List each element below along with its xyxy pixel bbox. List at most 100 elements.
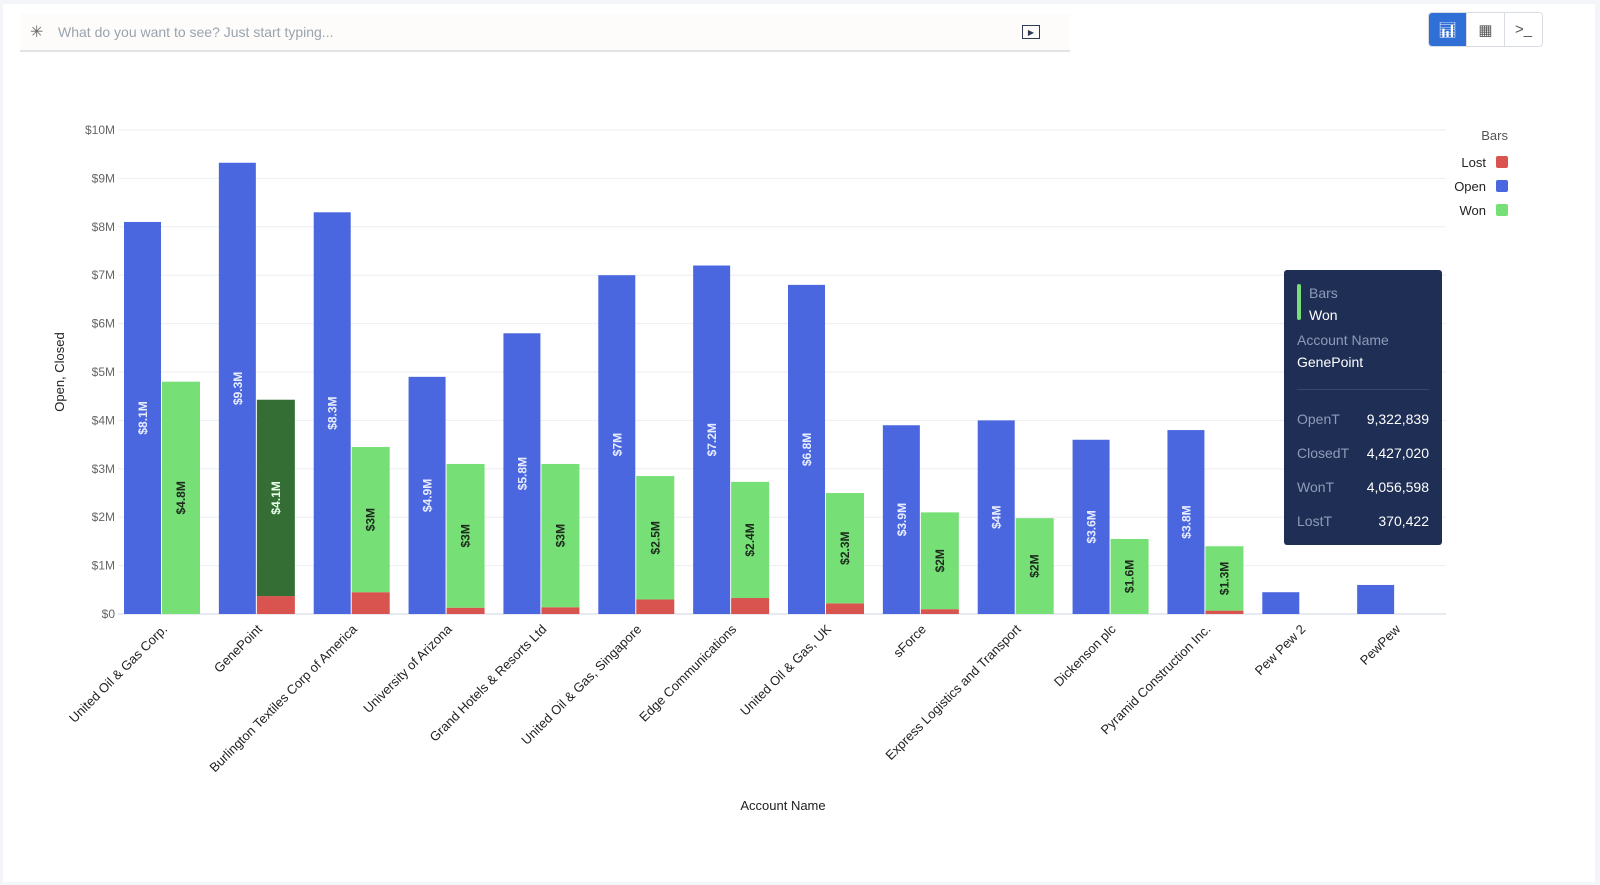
data-label-open: $5.8M — [515, 457, 529, 490]
bar-won[interactable] — [446, 463, 485, 608]
bar-lost[interactable] — [256, 596, 295, 614]
data-label-open: $9.3M — [231, 372, 245, 405]
legend-swatch[interactable] — [1496, 180, 1508, 192]
bar-open[interactable] — [1167, 430, 1205, 614]
data-label-open: $4.9M — [421, 479, 435, 512]
legend-label: Lost — [1461, 155, 1486, 170]
bar-open[interactable] — [882, 425, 920, 614]
x-tick-label: United Oil & Gas Corp. — [66, 622, 170, 726]
bar-lost[interactable] — [1205, 610, 1244, 614]
tooltip-dim-value: GenePoint — [1297, 354, 1364, 370]
y-tick-label: $4M — [92, 413, 115, 427]
bar-won[interactable] — [731, 481, 770, 599]
bar-open[interactable] — [693, 265, 731, 614]
search-input[interactable] — [56, 23, 1022, 41]
bar-open[interactable] — [1072, 439, 1110, 614]
y-axis-title: Open, Closed — [52, 332, 67, 412]
bar-open[interactable] — [313, 212, 351, 614]
bar-chart-icon: 📊︎ — [1437, 21, 1458, 39]
data-label-open: $3.6M — [1085, 510, 1099, 543]
bar-lost[interactable] — [920, 609, 959, 614]
series-color-swatch — [1297, 284, 1301, 320]
search-bar[interactable]: ✳ ▶ — [20, 14, 1070, 52]
data-label-won: $1.3M — [1217, 562, 1231, 595]
legend-swatch[interactable] — [1496, 156, 1508, 168]
tooltip-dim-label: Account Name — [1297, 332, 1389, 348]
bar-lost[interactable] — [636, 599, 675, 614]
bar-won[interactable] — [162, 381, 200, 614]
bar-won[interactable] — [920, 512, 959, 610]
x-tick-label: sForce — [890, 622, 929, 661]
x-axis-title: Account Name — [740, 798, 825, 813]
tooltip: Bars Won Account Name GenePoint OpenT 9,3… — [1284, 270, 1442, 545]
data-label-won: $2.3M — [838, 531, 852, 564]
y-tick-label: $5M — [92, 365, 115, 379]
bar-open[interactable] — [124, 221, 161, 614]
bar-open[interactable] — [503, 333, 541, 614]
bar-open[interactable] — [1262, 592, 1300, 614]
tooltip-series-value: Won — [1309, 307, 1338, 323]
legend-swatch[interactable] — [1496, 204, 1508, 216]
x-tick-label: United Oil & Gas, UK — [737, 621, 834, 718]
view-toggle: 📊︎ ▦ >_ — [1428, 12, 1543, 47]
bar-open[interactable] — [788, 284, 825, 614]
data-label-open: $7.2M — [705, 423, 719, 456]
x-tick-label: Dickenson plc — [1051, 621, 1119, 689]
bar-won[interactable] — [1110, 538, 1149, 614]
tooltip-row: OpenT 9,322,839 — [1297, 411, 1429, 427]
x-tick-label: GenePoint — [211, 621, 265, 675]
bar-open[interactable] — [1357, 584, 1395, 614]
bar-won[interactable] — [826, 493, 864, 604]
bar-open[interactable] — [977, 420, 1015, 614]
data-label-won: $3M — [364, 508, 378, 531]
x-tick-label: Pew Pew 2 — [1252, 622, 1309, 679]
bar-open[interactable] — [598, 275, 636, 614]
y-tick-label: $7M — [92, 268, 115, 282]
bar-won[interactable] — [1015, 518, 1054, 614]
y-tick-label: $9M — [92, 171, 115, 185]
terminal-icon: >_ — [1514, 21, 1533, 38]
bar-won[interactable] — [636, 476, 675, 600]
bar-won[interactable] — [351, 447, 390, 593]
bar-open[interactable] — [408, 376, 446, 614]
chart-view-button[interactable]: 📊︎ — [1429, 13, 1466, 46]
x-tick-label: Burlington Textiles Corp of America — [206, 621, 360, 775]
y-tick-label: $3M — [92, 462, 115, 476]
bar-lost[interactable] — [351, 592, 390, 614]
play-icon[interactable]: ▶ — [1022, 25, 1040, 39]
data-label-won: $1.6M — [1123, 560, 1137, 593]
data-label-open: $3.9M — [895, 503, 909, 536]
data-label-open: $3.8M — [1179, 505, 1193, 538]
bar-won[interactable] — [541, 463, 580, 608]
bar-won[interactable] — [256, 399, 295, 597]
x-tick-label: Pyramid Construction Inc. — [1098, 622, 1214, 738]
bar-won[interactable] — [1205, 546, 1244, 611]
x-tick-label: PewPew — [1357, 621, 1404, 668]
tooltip-row: LostT 370,422 — [1297, 513, 1429, 529]
bar-open[interactable] — [218, 162, 256, 614]
data-label-won: $3M — [553, 524, 567, 547]
query-view-button[interactable]: >_ — [1504, 13, 1542, 46]
x-tick-label: University of Arizona — [360, 621, 455, 716]
y-tick-label: $0 — [102, 607, 116, 621]
tooltip-divider — [1297, 389, 1429, 390]
tooltip-row: ClosedT 4,427,020 — [1297, 445, 1429, 461]
table-view-button[interactable]: ▦ — [1466, 13, 1504, 46]
x-tick-label: Edge Communications — [636, 621, 739, 724]
data-label-won: $4.8M — [174, 481, 188, 514]
y-tick-label: $10M — [85, 123, 115, 137]
y-tick-label: $1M — [92, 559, 115, 573]
legend: Bars Lost Open Won — [1454, 128, 1508, 218]
data-label-won: $2.4M — [743, 523, 757, 556]
tooltip-row: WonT 4,056,598 — [1297, 479, 1429, 495]
bar-lost[interactable] — [731, 598, 770, 614]
legend-title: Bars — [1481, 128, 1508, 143]
table-icon: ▦ — [1478, 21, 1493, 39]
data-label-won: $2M — [1028, 554, 1042, 577]
bar-lost[interactable] — [541, 607, 580, 614]
bar-lost[interactable] — [446, 607, 485, 614]
y-tick-label: $6M — [92, 317, 115, 331]
data-label-open: $8.3M — [326, 396, 340, 429]
bar-lost[interactable] — [826, 603, 864, 614]
